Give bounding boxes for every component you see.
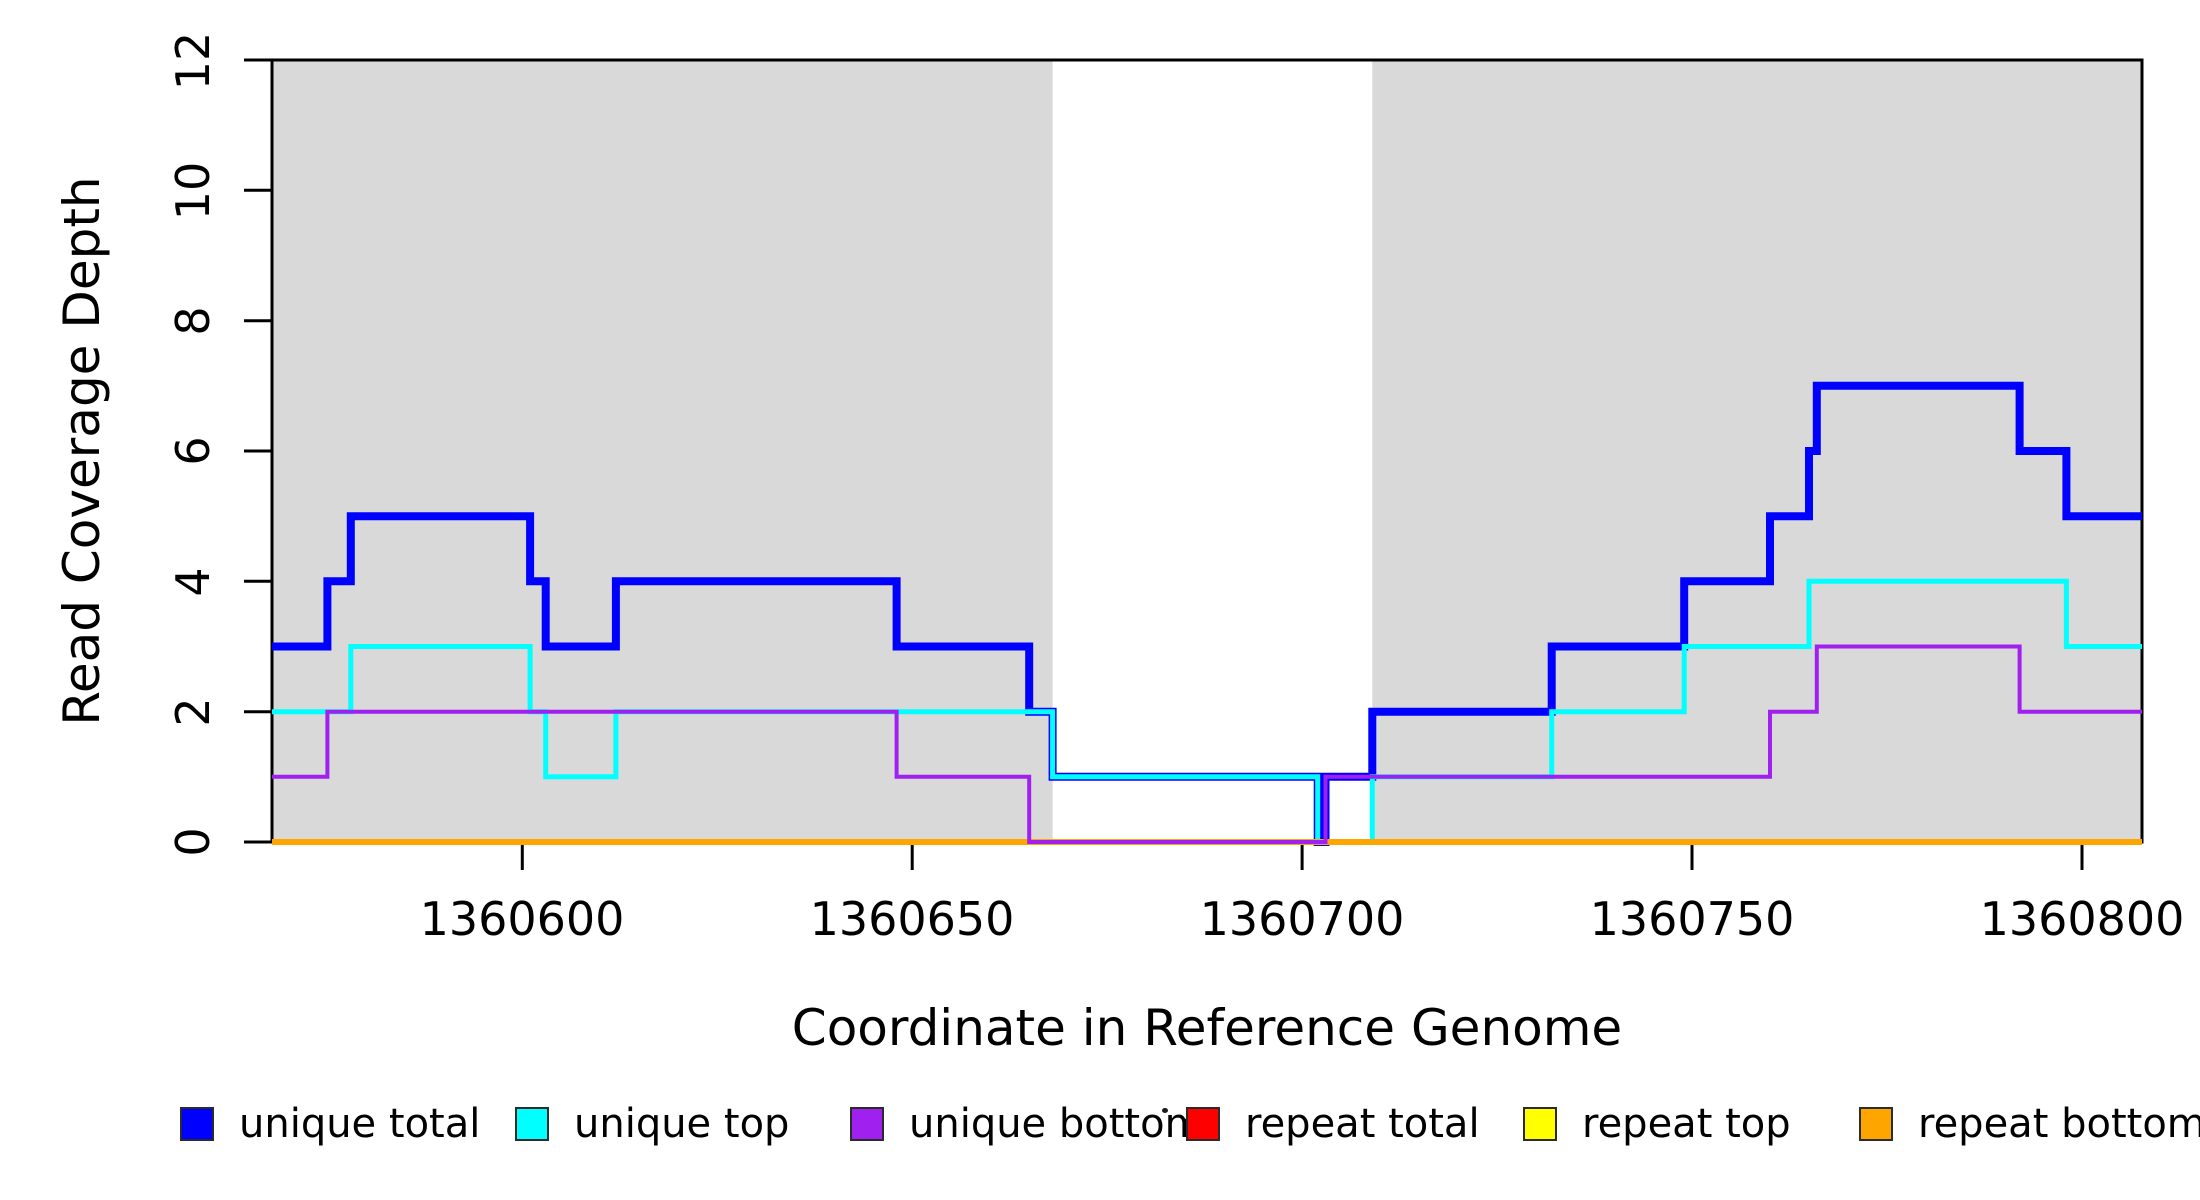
series-line-unique-bottom xyxy=(272,644,2142,844)
legend-label-unique-top: unique top xyxy=(574,1101,790,1147)
y-tick-label-4: 4 xyxy=(166,567,220,597)
legend-swatch-unique-bottom xyxy=(850,1107,884,1141)
legend-label-unique-bottom: unique bottom xyxy=(909,1101,1204,1147)
legend-item-unique-top: unique top xyxy=(515,1100,789,1148)
y-tick-label-6: 6 xyxy=(166,436,220,466)
legend-swatch-repeat-top xyxy=(1523,1107,1557,1141)
legend-swatch-unique-top xyxy=(515,1107,549,1141)
legend-label-repeat-bottom: repeat bottom xyxy=(1918,1101,2200,1147)
x-tick-label-1360600: 1360600 xyxy=(419,892,625,946)
legend-label-repeat-total: repeat total xyxy=(1245,1101,1480,1147)
y-tick-label-0: 0 xyxy=(166,827,220,857)
legend-item-repeat-bottom: repeat bottom xyxy=(1859,1100,2200,1148)
legend-label-repeat-top: repeat top xyxy=(1582,1101,1791,1147)
y-axis-title: Read Coverage Depth xyxy=(53,176,111,726)
legend-swatch-repeat-total xyxy=(1186,1107,1220,1141)
x-tick-label-1360650: 1360650 xyxy=(809,892,1015,946)
y-tick-label-10: 10 xyxy=(166,161,220,221)
x-axis-title: Coordinate in Reference Genome xyxy=(791,999,1623,1057)
legend-swatch-unique-total xyxy=(180,1107,214,1141)
x-tick-label-1360800: 1360800 xyxy=(1979,892,2185,946)
legend-item-unique-bottom: unique bottom xyxy=(850,1100,1204,1148)
series-line-unique-top xyxy=(272,578,2142,845)
legend-item-repeat-top: repeat top xyxy=(1523,1100,1791,1148)
y-tick-label-8: 8 xyxy=(166,306,220,336)
legend-swatch-repeat-bottom xyxy=(1859,1107,1893,1141)
legend-label-unique-total: unique total xyxy=(239,1101,481,1147)
x-tick-label-1360700: 1360700 xyxy=(1199,892,1405,946)
x-tick-label-1360750: 1360750 xyxy=(1589,892,1795,946)
left-highlight-region xyxy=(272,60,1053,842)
y-tick-label-2: 2 xyxy=(166,697,220,727)
legend-item-repeat-total: repeat total xyxy=(1186,1100,1480,1148)
y-tick-label-12: 12 xyxy=(166,31,220,91)
legend-item-unique-total: unique total xyxy=(180,1100,480,1148)
stray-dot-artifact xyxy=(1162,1108,1168,1113)
